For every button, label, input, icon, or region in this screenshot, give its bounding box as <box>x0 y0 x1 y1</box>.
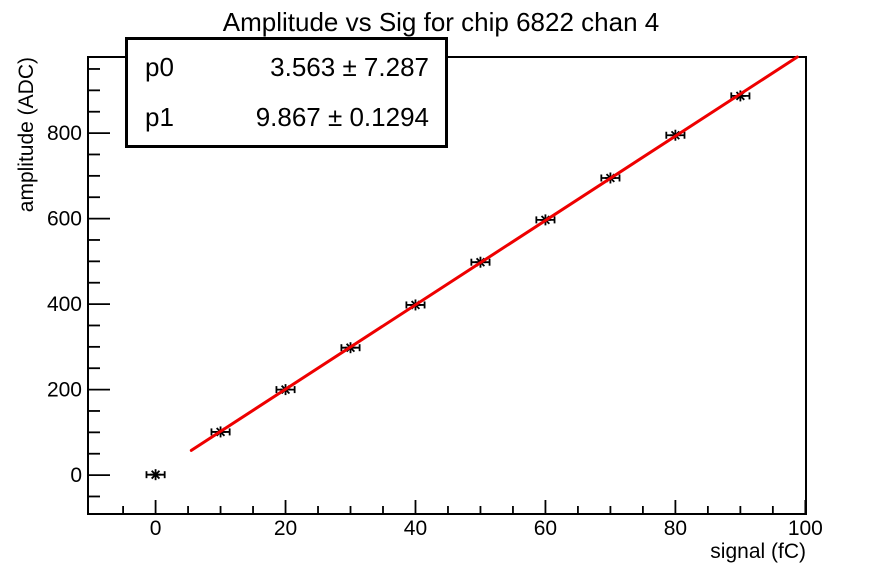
stats-row-p1: p1 9.867 ± 0.1294 <box>145 93 429 144</box>
param-name-p1: p1 <box>145 102 174 133</box>
x-tick-label: 60 <box>534 517 557 540</box>
x-axis-title: signal (fC) <box>710 540 806 563</box>
param-name-p0: p0 <box>145 51 174 82</box>
param-value-p0: 3.563 ± 7.287 <box>270 51 429 82</box>
x-tick-label: 80 <box>664 517 687 540</box>
chart-title: Amplitude vs Sig for chip 6822 chan 4 <box>222 7 660 37</box>
y-axis-title: amplitude (ADC) <box>15 57 38 213</box>
x-tick-label: 40 <box>404 517 427 540</box>
y-tick-label: 200 <box>47 379 82 402</box>
y-tick-label: 800 <box>47 122 82 145</box>
x-tick-label: 20 <box>274 517 297 540</box>
x-tick-label: 0 <box>150 517 162 540</box>
y-tick-label: 0 <box>70 464 82 487</box>
param-value-p1: 9.867 ± 0.1294 <box>255 102 429 133</box>
x-tick-label: 100 <box>788 517 823 540</box>
fit-stats-box: p0 3.563 ± 7.287 p1 9.867 ± 0.1294 <box>125 37 448 148</box>
stats-row-p0: p0 3.563 ± 7.287 <box>145 42 429 93</box>
y-tick-label: 600 <box>47 208 82 231</box>
data-marker <box>151 470 161 480</box>
y-tick-label: 400 <box>47 293 82 316</box>
fit-line <box>189 55 799 452</box>
